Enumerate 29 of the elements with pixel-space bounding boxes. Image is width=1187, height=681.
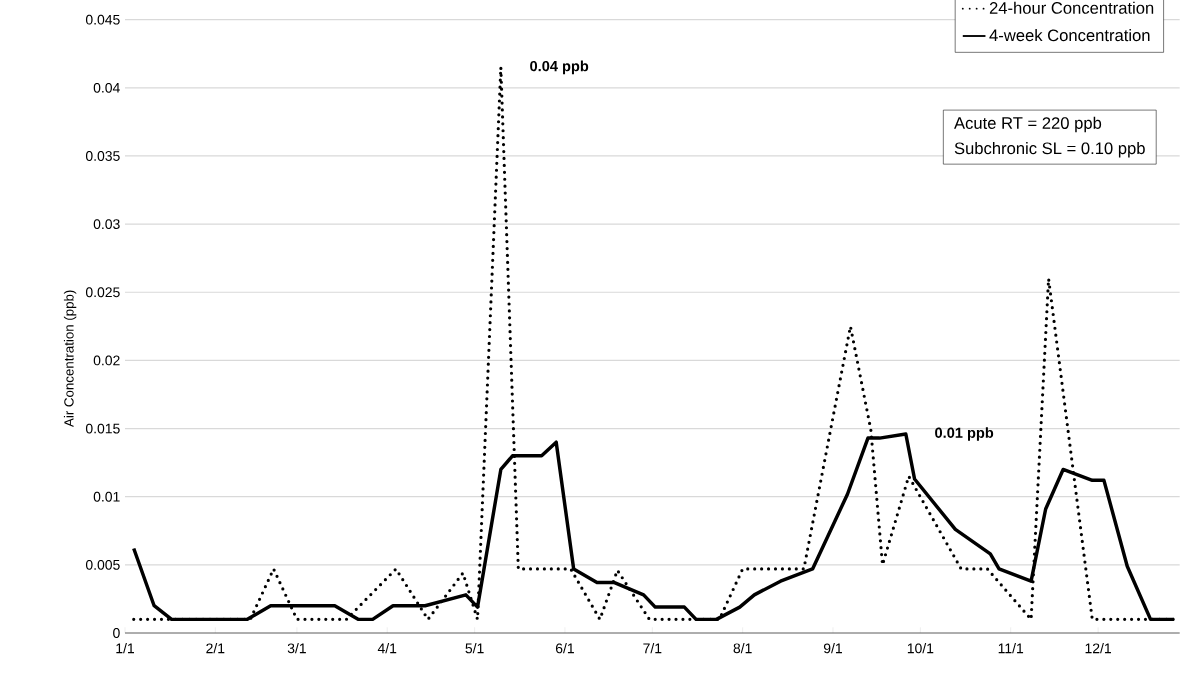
x-tick-label: 10/1: [907, 643, 934, 654]
annotation: Acute RT = 220 ppb: [954, 116, 1102, 133]
y-tick-label: 0.025: [85, 287, 120, 298]
x-tick-label: 12/1: [1085, 643, 1111, 654]
y-tick-label: 0.035: [85, 151, 120, 161]
x-tick-label: 2/1: [206, 643, 225, 654]
x-tick-label: 5/1: [465, 643, 484, 654]
y-axis-title: Air Concentration (ppb): [63, 290, 77, 427]
x-tick-label: 1/1: [116, 643, 134, 654]
y-tick-label: 0.02: [93, 355, 120, 366]
legend-label: 4-week Concentration: [989, 28, 1150, 42]
y-tick-label: 0.005: [85, 559, 120, 570]
x-tick-label: 8/1: [733, 643, 752, 654]
y-tick-label: 0: [113, 628, 120, 638]
annotation: 0.04 ppb: [530, 60, 589, 75]
y-tick-label: 0.04: [93, 82, 120, 93]
annotation: 0.01 ppb: [935, 427, 994, 441]
legend-label: 24-hour Concentration: [989, 1, 1154, 14]
x-tick-label: 6/1: [555, 643, 574, 654]
annotation: Subchronic SL = 0.10 ppb: [954, 141, 1145, 158]
y-tick-label: 0.015: [85, 423, 120, 434]
x-tick-label: 7/1: [643, 643, 662, 654]
x-tick-label: 11/1: [998, 643, 1024, 654]
x-tick-label: 9/1: [823, 643, 842, 654]
y-tick-label: 0.03: [93, 219, 120, 230]
y-tick-label: 0.045: [85, 14, 120, 25]
x-tick-label: 3/1: [287, 643, 306, 654]
y-tick-label: 0.01: [93, 491, 120, 502]
x-tick-label: 4/1: [377, 643, 397, 654]
